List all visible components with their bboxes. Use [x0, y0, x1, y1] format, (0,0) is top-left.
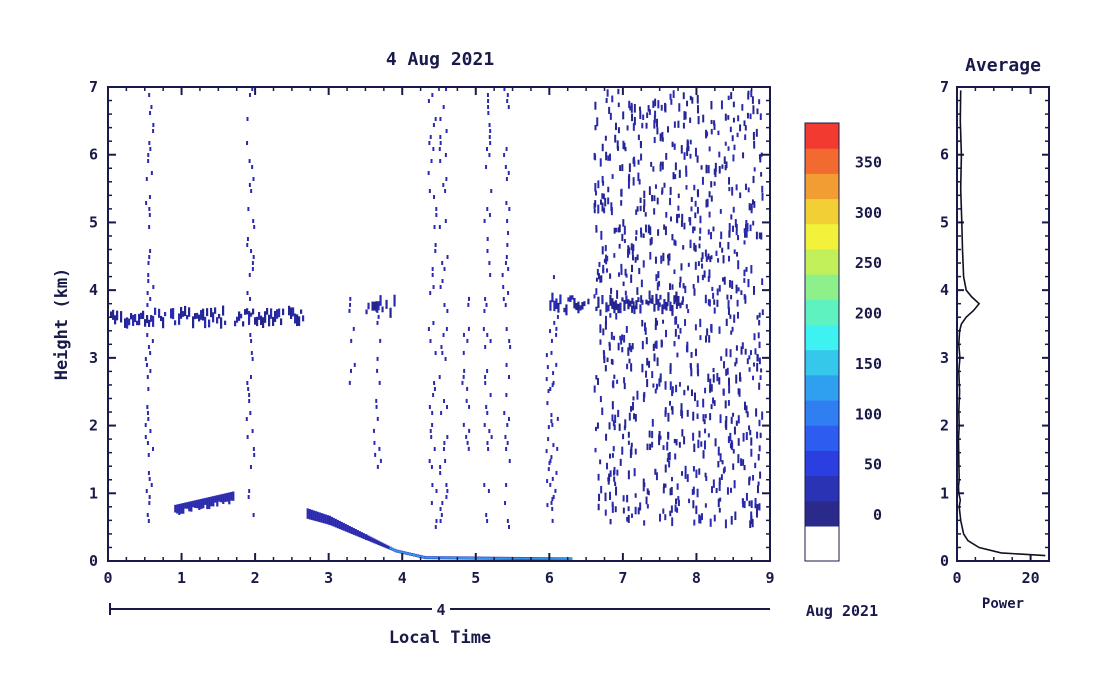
date-bar-month-year: Aug 2021 [806, 602, 878, 620]
colorbar-swatch [805, 248, 839, 275]
average-x-label: Power [982, 596, 1024, 612]
x-tick-label: 3 [324, 569, 333, 587]
y-tick-label: 4 [89, 281, 98, 299]
average-y-tick-label: 0 [940, 552, 949, 570]
colorbar-swatch [805, 324, 839, 351]
colorbar-swatch [805, 173, 839, 200]
average-y-tick-label: 7 [940, 78, 949, 96]
colorbar-label: 250 [855, 254, 882, 272]
colorbar-swatch [805, 374, 839, 401]
x-tick-label: 4 [398, 569, 407, 587]
boundary-layer [306, 508, 573, 561]
chart-title: 4 Aug 2021 [386, 49, 494, 70]
y-tick-label: 3 [89, 349, 98, 367]
average-y-tick-label: 1 [940, 484, 949, 502]
colorbar-label: 200 [855, 305, 882, 323]
x-axis-label: Local Time [389, 628, 491, 648]
colorbar-swatch [805, 400, 839, 426]
scatter-noise [593, 88, 764, 529]
colorbar-swatch [805, 526, 839, 562]
x-ticks: 0 1 2 3 4 5 6 7 8 9 [103, 87, 775, 587]
average-y-tick-label: 3 [940, 349, 949, 367]
x-tick-label: 6 [545, 569, 554, 587]
heatmap-data [110, 87, 764, 561]
colorbar-label: 150 [855, 355, 882, 373]
heatmap-layer [110, 305, 305, 329]
y-tick-label: 7 [89, 78, 98, 96]
average-y-tick-label: 6 [940, 146, 949, 164]
colorbar-label: 100 [855, 405, 882, 423]
colorbar-swatch [805, 123, 839, 149]
colorbar-swatch [805, 475, 839, 502]
main-chart: 4 Aug 2021 0 1 2 3 4 5 6 7 8 9 0 1 2 3 4 5 6 7 Height (k… [52, 49, 878, 648]
colorbar-swatch [805, 425, 839, 451]
heatmap-layer [365, 294, 396, 318]
x-tick-label: 0 [103, 569, 112, 587]
average-x-tick-label: 20 [1022, 569, 1040, 587]
colorbar-label: 300 [855, 204, 882, 222]
x-tick-label: 2 [251, 569, 260, 587]
colorbar-swatch [805, 450, 839, 477]
y-tick-label: 1 [89, 484, 98, 502]
heatmap-blob [174, 491, 235, 515]
average-profile-line [957, 90, 1046, 557]
x-tick-label: 7 [618, 569, 627, 587]
colorbar-swatch [805, 223, 839, 250]
x-tick-label: 1 [177, 569, 186, 587]
average-y-tick-label: 4 [940, 281, 949, 299]
average-y-tick-label: 5 [940, 213, 949, 231]
y-tick-label: 0 [89, 552, 98, 570]
y-ticks: 0 1 2 3 4 5 6 7 [89, 78, 770, 570]
vertical-streaks [144, 87, 559, 529]
average-title: Average [965, 55, 1041, 76]
colorbar-label: 350 [855, 153, 882, 171]
colorbar-swatch [805, 274, 839, 300]
y-tick-label: 5 [89, 213, 98, 231]
heatmap-layer [549, 291, 684, 316]
average-x-tick-label: 0 [952, 569, 961, 587]
y-tick-label: 6 [89, 146, 98, 164]
x-tick-label: 5 [471, 569, 480, 587]
average-y-tick-label: 2 [940, 417, 949, 435]
average-frame [956, 86, 1050, 562]
y-axis-label: Height (km) [52, 268, 72, 381]
x-tick-label: 8 [692, 569, 701, 587]
colorbar: 0 50 100 150 200 250 300 350 [804, 122, 882, 562]
date-bar: 4 Aug 2021 [109, 600, 878, 620]
date-bar-day: 4 [436, 601, 445, 619]
colorbar-swatch [805, 198, 839, 225]
y-tick-label: 2 [89, 417, 98, 435]
colorbar-swatch [805, 148, 839, 174]
colorbar-swatch [805, 299, 839, 325]
colorbar-swatch [805, 349, 839, 376]
colorbar-swatch [805, 500, 839, 527]
colorbar-label: 50 [864, 456, 882, 474]
average-chart: Average 0 1 2 3 4 5 6 7 0 20 Power [940, 55, 1050, 612]
colorbar-label: 0 [873, 506, 882, 524]
x-tick-label: 9 [765, 569, 774, 587]
